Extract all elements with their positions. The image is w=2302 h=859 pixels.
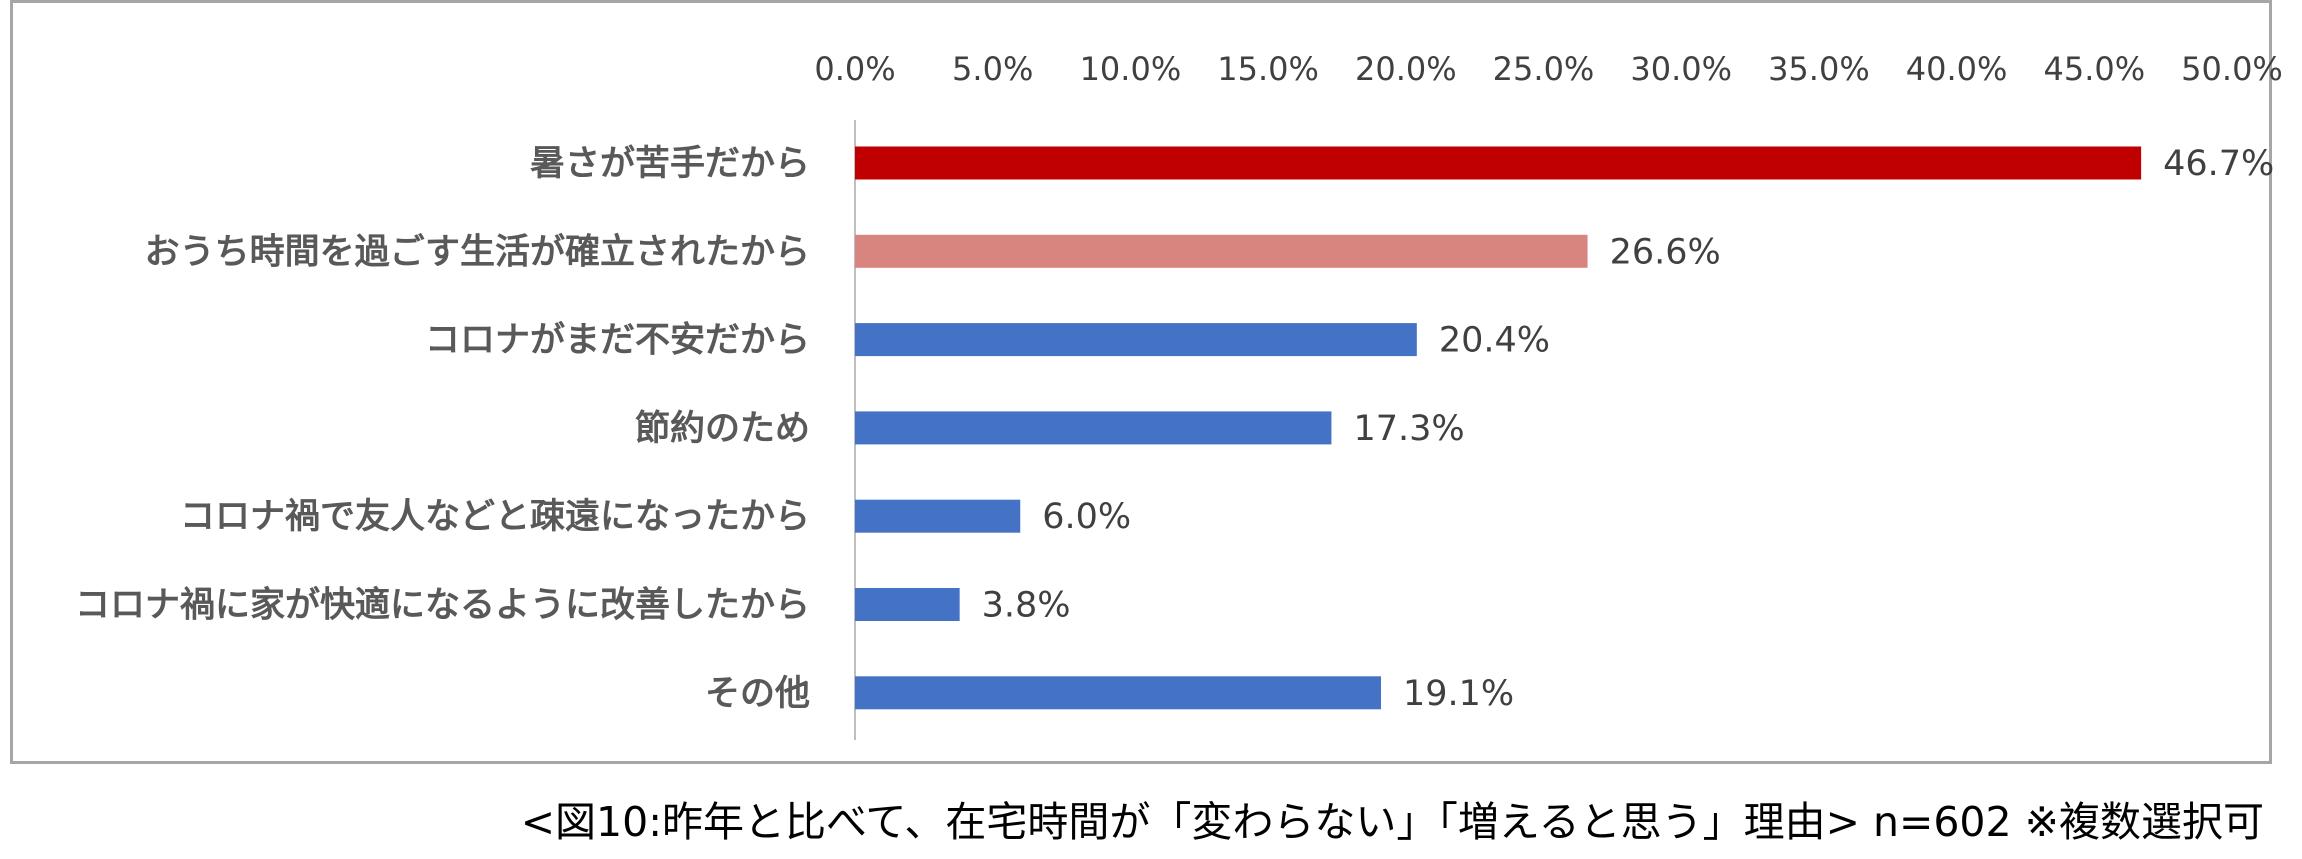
bar xyxy=(855,234,1588,268)
bar xyxy=(855,411,1332,445)
x-tick-label: 20.0% xyxy=(1355,50,1457,88)
bar xyxy=(855,146,2142,180)
x-tick-label: 10.0% xyxy=(1080,50,1182,88)
data-label: 20.4% xyxy=(1439,321,1550,361)
bar xyxy=(855,676,1382,710)
x-tick-label: 45.0% xyxy=(2043,50,2145,88)
data-label: 3.8% xyxy=(982,586,1071,626)
category-label: コロナがまだ不安だから xyxy=(425,321,810,361)
category-label: その他 xyxy=(705,674,810,714)
data-label: 6.0% xyxy=(1042,497,1131,537)
category-label: コロナ禍に家が快適になるように改善したから xyxy=(75,586,810,626)
x-tick-label: 25.0% xyxy=(1493,50,1595,88)
data-label: 46.7% xyxy=(2163,144,2274,184)
category-label: 暑さが苦手だから xyxy=(530,144,810,184)
x-tick-label: 50.0% xyxy=(2181,50,2283,88)
bar xyxy=(855,499,1021,533)
data-label: 19.1% xyxy=(1403,674,1514,714)
data-label: 26.6% xyxy=(1610,232,1721,272)
x-tick-label: 0.0% xyxy=(814,50,895,88)
x-tick-label: 15.0% xyxy=(1217,50,1319,88)
chart-caption: <図10:昨年と比べて、在宅時間が「変わらない」「増えると思う」理由> n=60… xyxy=(520,798,2264,846)
x-tick-label: 35.0% xyxy=(1768,50,1870,88)
chart-frame xyxy=(10,0,2272,764)
category-label: コロナ禍で友人などと疎遠になったから xyxy=(180,497,810,537)
bar xyxy=(855,323,1417,357)
category-label: おうち時間を過ごす生活が確立されたから xyxy=(145,232,810,272)
data-label: 17.3% xyxy=(1353,409,1464,449)
x-tick-label: 5.0% xyxy=(952,50,1033,88)
category-label: 節約のため xyxy=(635,409,810,449)
bar-chart: 0.0% 5.0% 10.0% 15.0% 20.0% 25.0% 30.0% 35.0% 40… xyxy=(75,50,2283,740)
bar xyxy=(855,588,960,621)
x-tick-label: 40.0% xyxy=(1906,50,2008,88)
x-tick-label: 30.0% xyxy=(1630,50,1732,88)
